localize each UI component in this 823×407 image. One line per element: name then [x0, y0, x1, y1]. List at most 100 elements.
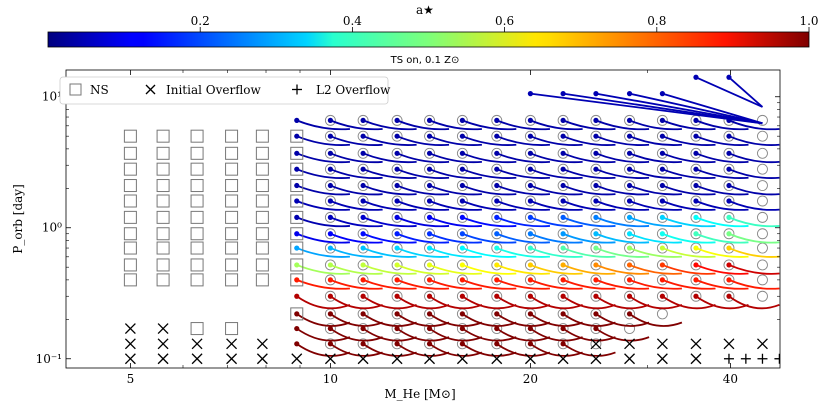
track-line: [429, 313, 483, 327]
track-start-point: [560, 117, 566, 123]
track-start-point: [494, 182, 500, 189]
track-start-point: [459, 182, 465, 189]
track-line: [396, 295, 450, 310]
ns-marker: [156, 179, 170, 193]
track-start-point: [494, 245, 500, 251]
track-line: [629, 184, 682, 196]
track-end-circle: [557, 323, 569, 335]
track-line: [562, 184, 616, 196]
track-line: [429, 343, 483, 357]
track-end-circle: [424, 114, 435, 126]
track-line: [662, 216, 716, 228]
track-end-circle: [723, 259, 735, 271]
track-start-point: [459, 198, 465, 204]
track-line: [695, 216, 749, 228]
track-line: [595, 295, 650, 310]
track-end-circle: [324, 114, 336, 126]
track-start-point: [426, 166, 433, 172]
legend-ns-label: NS: [90, 83, 109, 97]
track-start-point: [360, 341, 366, 347]
track-line: [530, 247, 583, 258]
track-start-point: [726, 74, 732, 80]
track-start-point: [560, 166, 566, 172]
track-line: [562, 200, 616, 211]
track-start-point: [426, 150, 433, 156]
track-start-point: [426, 117, 433, 123]
legend-initial-overflow-label: Initial Overflow: [166, 83, 261, 97]
initial-overflow-marker: [256, 338, 268, 350]
track-end-circle: [690, 259, 702, 271]
track-end-circle: [590, 163, 602, 175]
track-line: [662, 264, 716, 275]
track-line: [462, 152, 517, 164]
track-start-point: [327, 166, 333, 172]
track-start-point: [527, 277, 534, 283]
track-start-point: [659, 166, 665, 172]
track-start-point: [494, 231, 500, 237]
track-line: [529, 295, 583, 310]
track-end-circle: [424, 338, 435, 350]
track-start-point: [560, 214, 566, 220]
track-start-point: [593, 133, 599, 139]
ns-marker: [290, 273, 304, 287]
track-start-point: [394, 198, 400, 204]
track-start-point: [527, 262, 534, 268]
initial-overflow-marker: [491, 353, 503, 365]
track-end-circle: [590, 290, 602, 302]
track-line: [530, 119, 583, 131]
ns-marker: [225, 258, 239, 272]
track-end-circle: [690, 147, 702, 159]
track-line: [530, 168, 583, 179]
track-end-circle: [690, 242, 702, 254]
track-end-circle: [357, 195, 369, 207]
track-start-point: [459, 231, 465, 237]
track-line: [695, 247, 749, 258]
ns-marker: [156, 129, 170, 143]
track-end-circle: [324, 274, 336, 286]
track-start-point: [459, 245, 465, 251]
initial-overflow-marker: [357, 353, 369, 365]
track-start-point: [494, 325, 500, 332]
track-line: [496, 152, 550, 164]
track-line: [728, 119, 780, 131]
track-start-point: [494, 133, 500, 139]
ns-marker: [156, 273, 170, 287]
track-end-circle: [624, 323, 635, 335]
track-start-point: [626, 245, 633, 251]
ns-marker: [156, 146, 170, 160]
track-start-point: [327, 262, 333, 268]
track-end-circle: [424, 147, 435, 159]
track-start-point: [560, 150, 566, 156]
initial-overflow-marker: [157, 323, 169, 335]
track-line: [629, 313, 683, 327]
track-line: [329, 295, 383, 310]
track-end-circle: [324, 163, 336, 175]
track-line: [296, 168, 350, 179]
track-start-point: [560, 231, 566, 237]
track-end-circle: [357, 147, 369, 159]
ns-marker: [123, 241, 137, 255]
track-line: [562, 247, 616, 258]
track-start-point: [593, 262, 599, 268]
track-end-circle: [491, 242, 503, 254]
track-line: [595, 247, 650, 258]
track-line: [595, 119, 650, 131]
ns-marker: [225, 210, 239, 224]
track-line: [562, 264, 616, 275]
track-line: [496, 247, 550, 258]
track-end-circle: [524, 259, 536, 271]
track-start-point: [360, 150, 366, 156]
track-end-circle: [557, 211, 569, 223]
track-end-circle: [424, 290, 435, 302]
track-start-point: [426, 325, 433, 332]
ns-marker: [225, 241, 239, 255]
track-end-circle: [391, 211, 403, 223]
track-line: [396, 119, 450, 131]
track-end-circle: [557, 274, 569, 286]
track-start-point: [659, 214, 665, 220]
track-start-point: [693, 166, 699, 172]
initial-overflow-marker: [191, 338, 203, 350]
track-end-circle: [690, 130, 702, 142]
track-line: [330, 279, 383, 290]
track-start-point: [426, 245, 433, 251]
